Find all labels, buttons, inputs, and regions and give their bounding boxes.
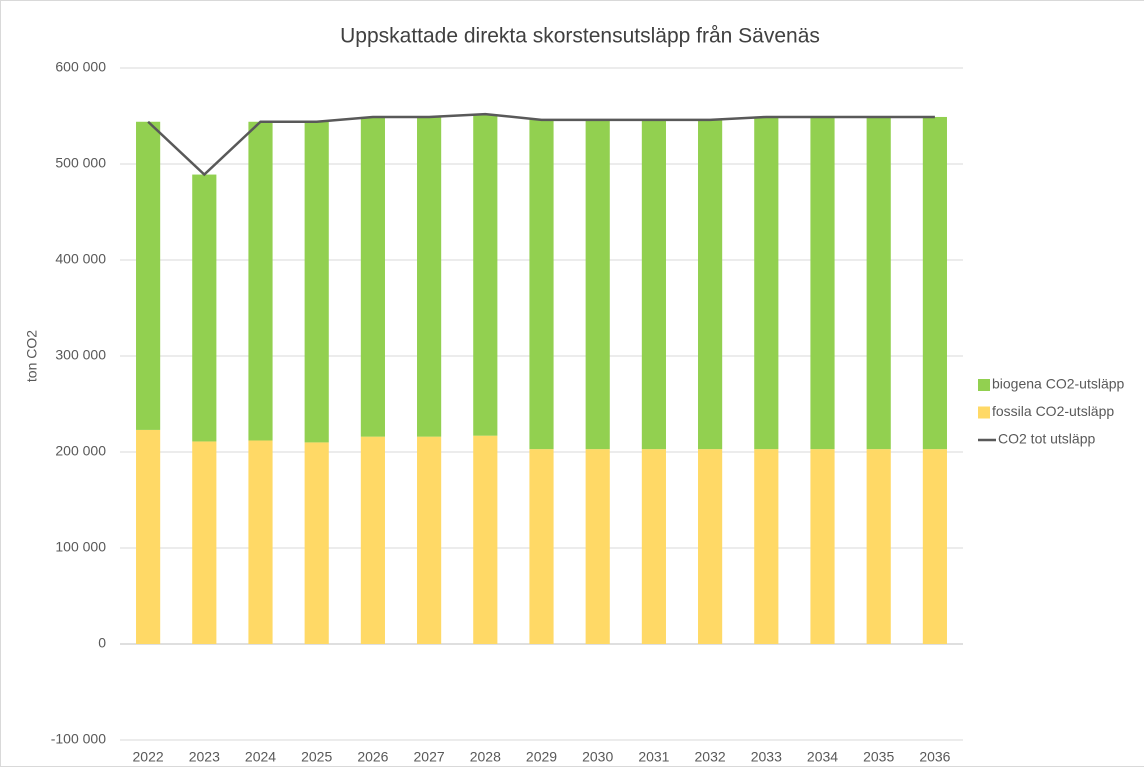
bar [529, 449, 554, 644]
bar [417, 436, 442, 644]
y-tick-label: 100 000 [55, 539, 106, 555]
x-tick-label: 2031 [638, 749, 669, 765]
y-tick-label: 0 [98, 635, 106, 651]
x-tick-label: 2029 [526, 749, 557, 765]
bar [585, 449, 610, 644]
bar [810, 116, 835, 450]
bar [136, 121, 161, 430]
legend-label: biogena CO2-utsläpp [992, 376, 1125, 392]
x-tick-label: 2025 [301, 749, 332, 765]
y-tick-label: 200 000 [55, 443, 106, 459]
bar [922, 116, 947, 450]
bar [417, 116, 442, 437]
bar [810, 449, 835, 644]
y-tick-label: 500 000 [55, 155, 106, 171]
bar [641, 119, 666, 450]
y-tick-label: 600 000 [55, 59, 106, 75]
bar [304, 442, 329, 644]
y-tick-label: 300 000 [55, 347, 106, 363]
bar [698, 119, 723, 450]
y-axis-label: ton CO2 [24, 330, 40, 382]
x-tick-label: 2035 [863, 749, 894, 765]
bar [754, 449, 779, 644]
x-tick-label: 2036 [919, 749, 950, 765]
legend-label: CO2 tot utsläpp [998, 431, 1095, 447]
legend-label: fossila CO2-utsläpp [992, 403, 1114, 419]
bar [248, 121, 273, 441]
bar [585, 119, 610, 450]
x-tick-label: 2023 [189, 749, 220, 765]
x-tick-label: 2027 [414, 749, 445, 765]
bar [641, 449, 666, 644]
bar [360, 116, 385, 437]
bar [192, 174, 217, 442]
chart-title: Uppskattade direkta skorstensutsläpp frå… [340, 25, 820, 48]
bar [866, 116, 891, 450]
x-tick-label: 2032 [695, 749, 726, 765]
bar [754, 116, 779, 450]
x-tick-label: 2034 [807, 749, 838, 765]
x-tick-label: 2024 [245, 749, 276, 765]
line [147, 112, 935, 177]
x-tick-label: 2030 [582, 749, 613, 765]
y-tick-label: -100 000 [51, 731, 106, 747]
bar [360, 436, 385, 644]
bar [304, 121, 329, 443]
bar [529, 119, 554, 450]
bar [473, 114, 498, 436]
x-tick-label: 2026 [357, 749, 388, 765]
bar [136, 429, 161, 644]
x-tick-label: 2022 [133, 749, 164, 765]
bar [922, 449, 947, 644]
bar [866, 449, 891, 644]
legend-swatch [978, 406, 990, 419]
legend-swatch [978, 379, 990, 391]
bar [473, 435, 498, 644]
bar [698, 449, 723, 644]
bar [192, 441, 217, 644]
x-tick-label: 2033 [751, 749, 782, 765]
y-tick-label: 400 000 [55, 251, 106, 267]
x-tick-label: 2028 [470, 749, 501, 765]
bar [248, 440, 273, 644]
